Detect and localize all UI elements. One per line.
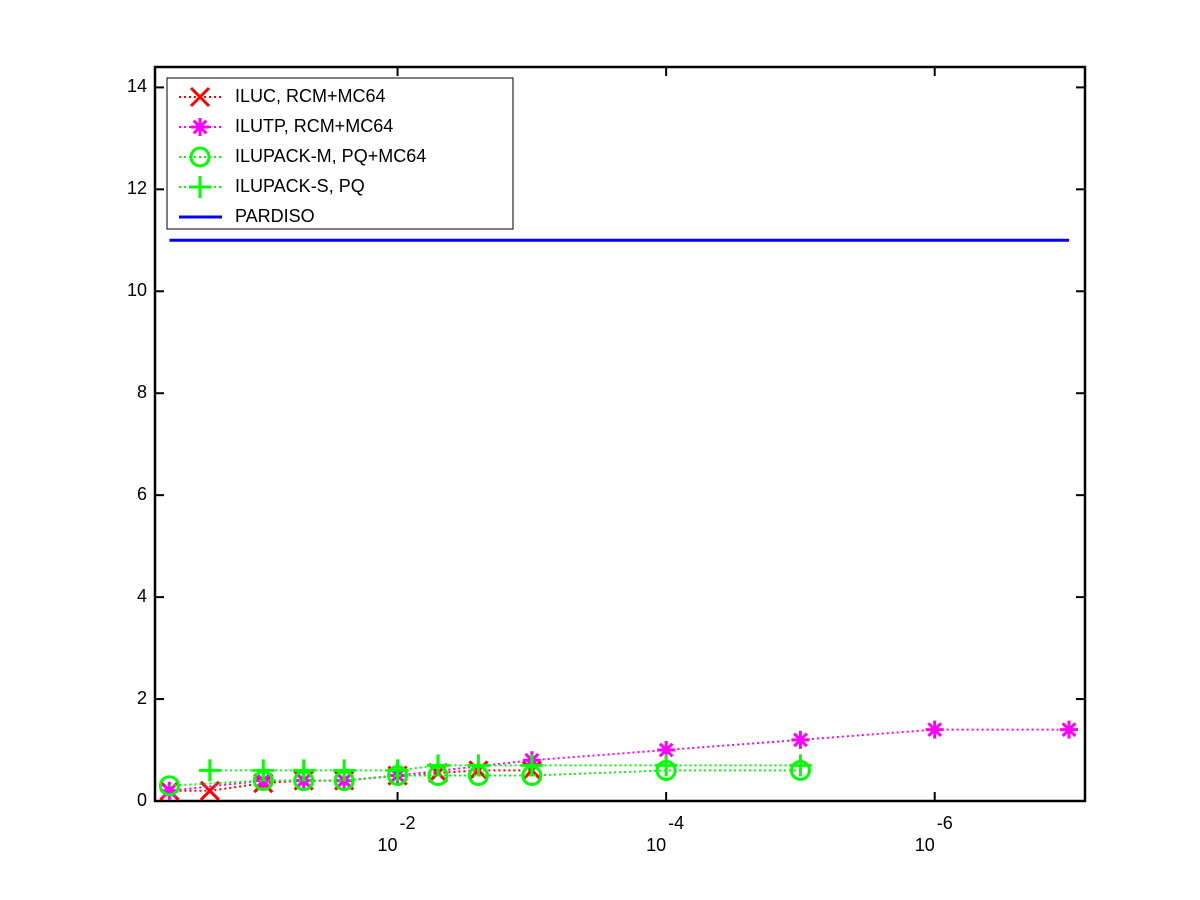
- x-tick-label: 10: [378, 835, 398, 855]
- legend-label: ILUPACK-M, PQ+MC64: [235, 146, 426, 166]
- y-tick-label: 8: [137, 382, 147, 402]
- marker: [925, 720, 944, 739]
- marker: [657, 741, 676, 760]
- x-tick-label: 10: [915, 835, 935, 855]
- y-tick-label: 14: [127, 76, 147, 96]
- marker: [426, 754, 449, 777]
- legend-label: ILUTP, RCM+MC64: [235, 116, 393, 136]
- x-tick-label: 10: [646, 835, 666, 855]
- y-tick-label: 0: [137, 790, 147, 810]
- x-tick-exponent: -2: [400, 813, 416, 833]
- marker: [158, 775, 180, 797]
- legend-label: PARDISO: [235, 206, 315, 226]
- legend-marker: [191, 118, 209, 136]
- marker: [386, 759, 409, 782]
- marker: [333, 759, 356, 782]
- legend-marker: [189, 176, 211, 198]
- legend-label: ILUC, RCM+MC64: [235, 86, 386, 106]
- legend-marker: [189, 86, 211, 108]
- legend: ILUC, RCM+MC64 ILUTP, RCM+MC64 ILUPACK-M, …: [166, 77, 514, 230]
- marker: [655, 754, 678, 777]
- marker: [467, 754, 490, 777]
- marker: [791, 730, 810, 749]
- marker: [160, 781, 179, 800]
- marker: [252, 759, 275, 782]
- y-tick-label: 10: [127, 280, 147, 300]
- y-tick-label: 2: [137, 688, 147, 708]
- legend-marker: [189, 146, 211, 168]
- y-tick-label: 12: [127, 178, 147, 198]
- marker: [1059, 720, 1078, 739]
- legend-label: ILUPACK-S, PQ: [235, 176, 365, 196]
- y-tick-label: 4: [137, 586, 147, 606]
- plot-frame: [153, 65, 1087, 803]
- marker: [198, 759, 221, 782]
- legend-box: [166, 77, 514, 230]
- y-tick-label: 6: [137, 484, 147, 504]
- series-line: [169, 769, 801, 787]
- marker: [789, 754, 812, 777]
- series-line: [169, 728, 1069, 792]
- marker: [520, 754, 543, 777]
- series: [198, 754, 812, 782]
- x-tick-exponent: -4: [668, 813, 684, 833]
- marker: [292, 759, 315, 782]
- x-tick-exponent: -6: [937, 813, 953, 833]
